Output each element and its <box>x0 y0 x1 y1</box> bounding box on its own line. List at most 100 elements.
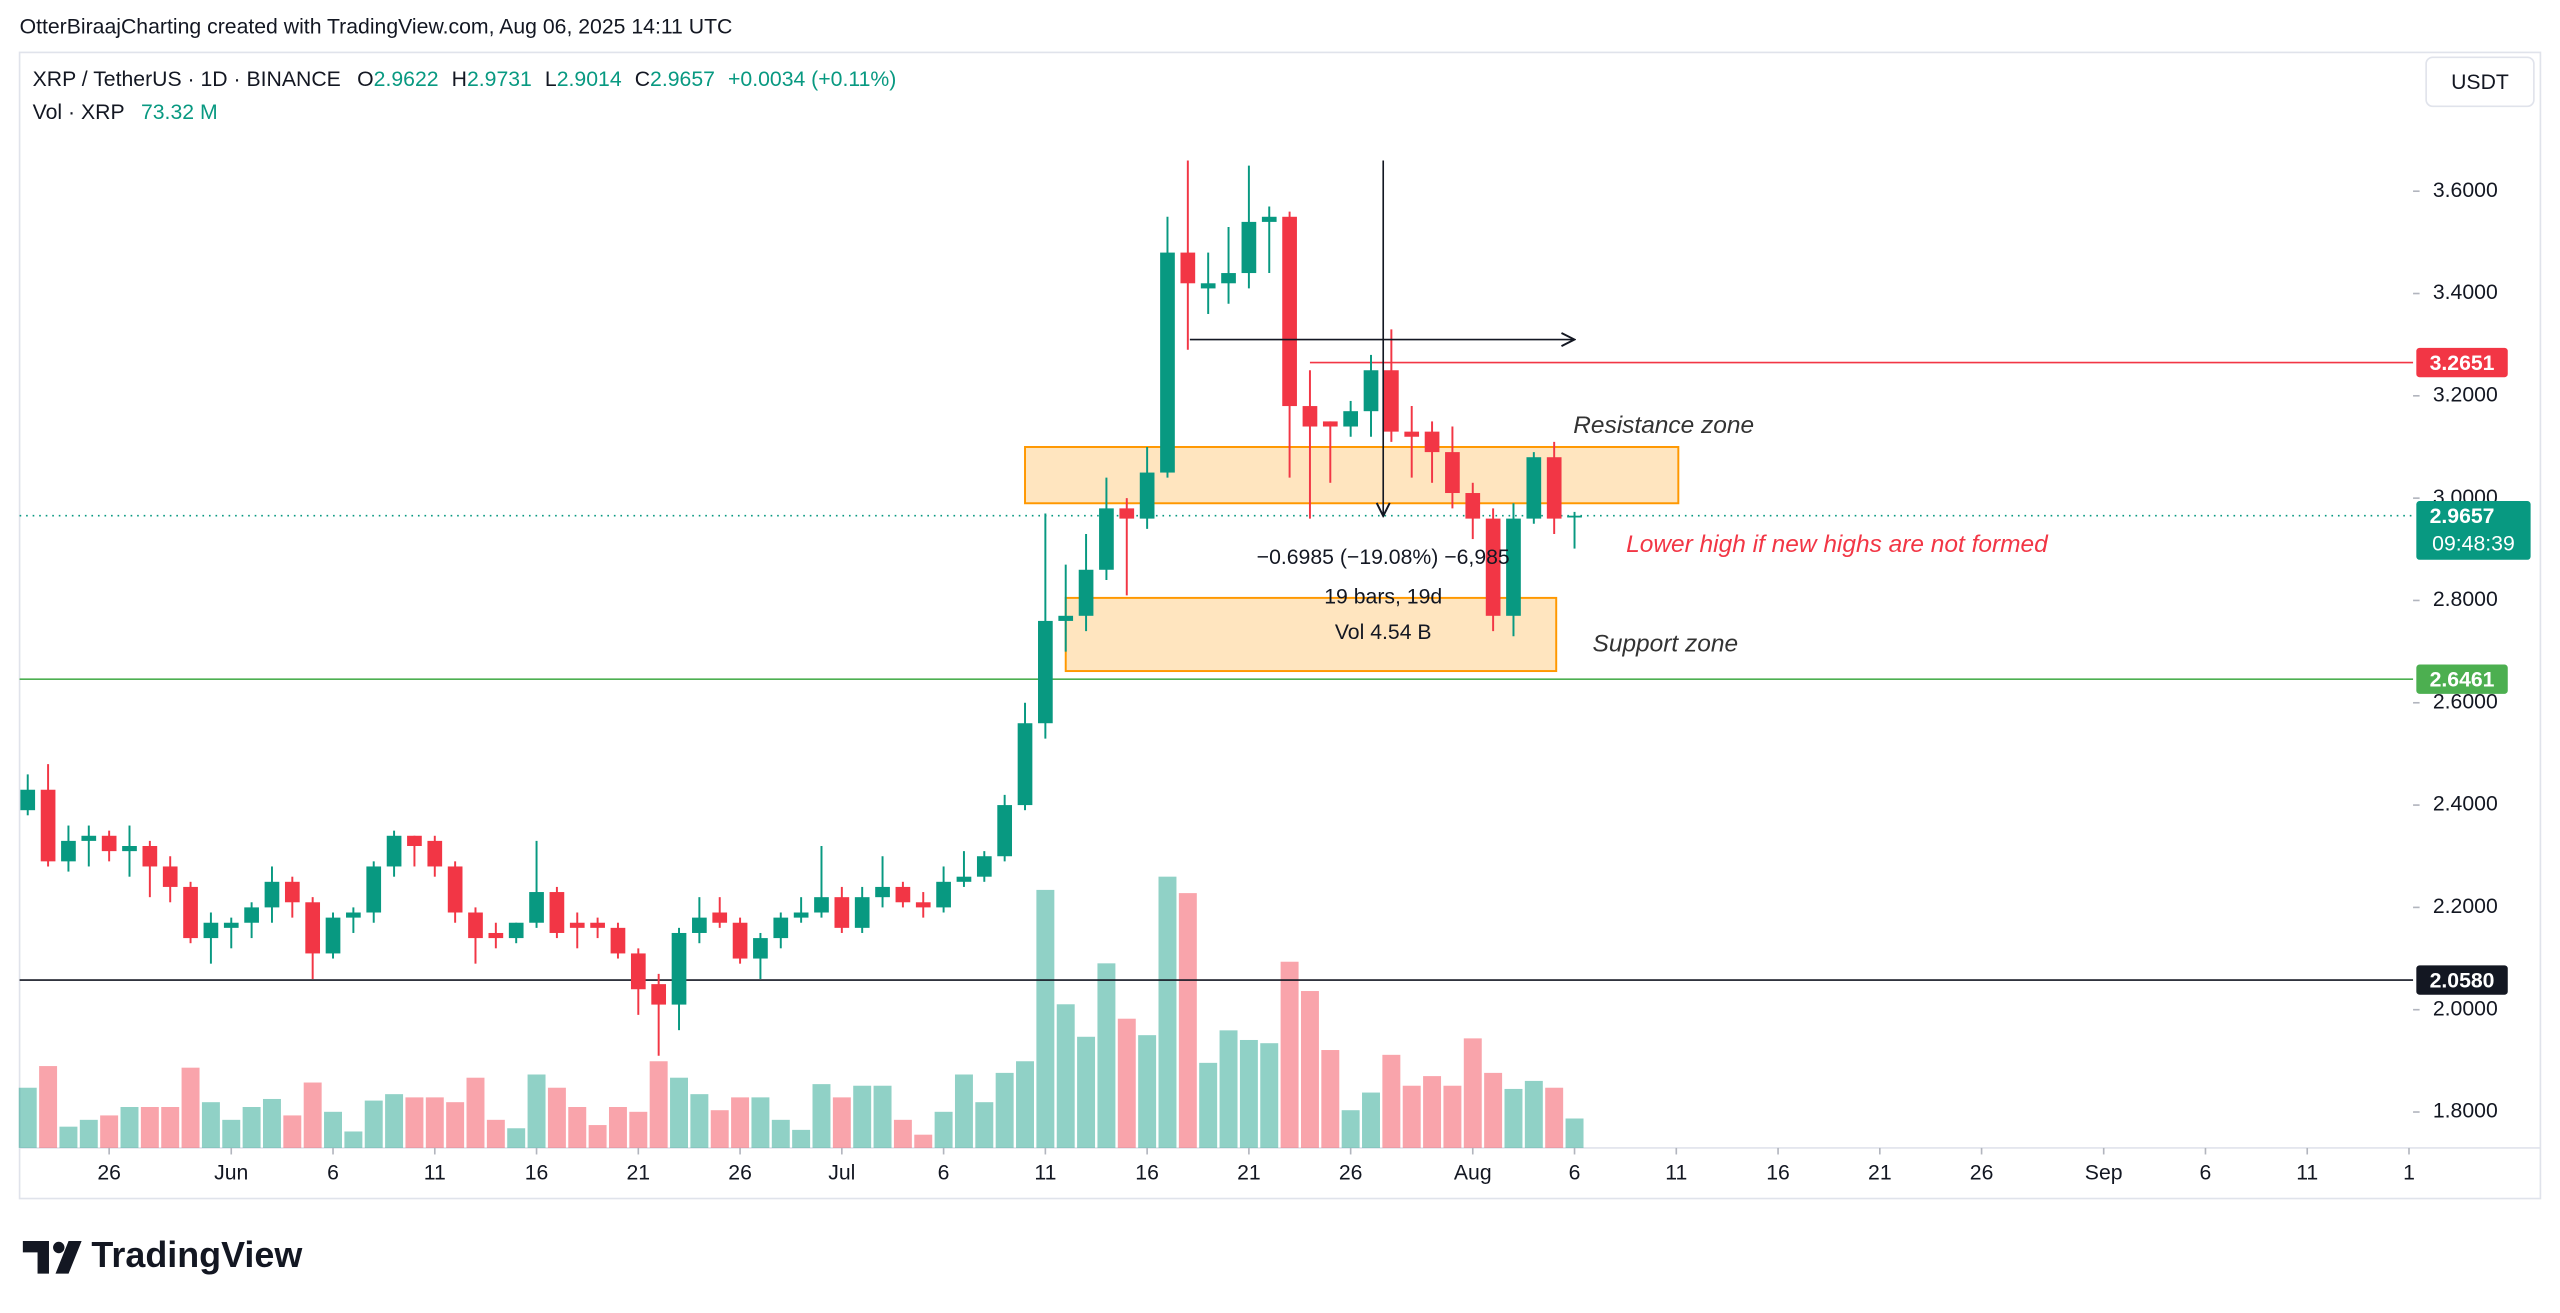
c-label: C <box>635 68 650 91</box>
candle-body <box>915 902 931 908</box>
candle-body <box>936 881 951 908</box>
volume-bar <box>1056 1004 1075 1148</box>
candle-body <box>1282 216 1297 407</box>
volume-bar <box>507 1128 526 1148</box>
volume-bar <box>1239 1039 1258 1148</box>
volume-bar <box>608 1106 627 1148</box>
candle-body <box>834 897 850 928</box>
y-tick-label: 3.6000 <box>2433 179 2498 202</box>
candle-body <box>1506 518 1521 616</box>
x-tick-label: 16 <box>1766 1162 1790 1185</box>
credit: OtterBiraajCharting created with Trading… <box>20 16 733 39</box>
candle-body <box>854 897 870 928</box>
volume-bar <box>100 1115 119 1148</box>
y-tick-label: 2.2000 <box>2433 895 2498 918</box>
plot <box>18 160 2414 1148</box>
x-tick-label: 26 <box>728 1162 752 1185</box>
candle-body <box>814 897 829 913</box>
volume-bar <box>1382 1054 1401 1148</box>
countdown: 09:48:39 <box>2432 533 2515 556</box>
candle-body <box>1099 508 1114 570</box>
volume-bar <box>1016 1061 1034 1148</box>
candle-body <box>671 932 687 1005</box>
volume-bar <box>629 1111 648 1148</box>
currency[interactable]: USDT <box>2451 71 2509 94</box>
x-tick-label: 11 <box>2296 1162 2318 1185</box>
candle-body <box>346 912 361 918</box>
volume-bar <box>771 1119 790 1148</box>
y-tick-label: 2.0000 <box>2433 997 2498 1020</box>
y-tick-label: 3.2000 <box>2433 383 2498 406</box>
candle-body <box>386 835 402 867</box>
volume-bar <box>1077 1036 1096 1148</box>
candle-body <box>1546 457 1562 519</box>
candle-body <box>1363 370 1379 412</box>
x-tick-label: Jun <box>214 1162 248 1185</box>
volume-bar <box>446 1102 465 1148</box>
candle-body <box>773 917 789 939</box>
candle-body <box>1526 457 1542 519</box>
volume-bar <box>588 1125 607 1148</box>
logo <box>22 1240 82 1274</box>
volume-bar <box>914 1134 933 1148</box>
legend-volume: Vol · XRP 73.32 M <box>33 100 218 123</box>
volume-bar <box>731 1097 750 1148</box>
volume-bar <box>486 1119 505 1148</box>
volume-bar <box>1117 1018 1136 1148</box>
currency-button[interactable] <box>2425 56 2535 108</box>
candle-body <box>203 922 219 939</box>
candle-body <box>1221 273 1236 284</box>
candle-body <box>1139 472 1155 519</box>
candle-body <box>244 907 259 923</box>
candle-body <box>1038 620 1053 724</box>
symbol: XRP / TetherUS · 1D · BINANCE <box>33 68 341 91</box>
volume-bar <box>1504 1088 1523 1148</box>
volume-bar <box>283 1115 302 1148</box>
candle-body <box>1445 452 1460 494</box>
chart-frame <box>18 51 2542 1200</box>
candle-body <box>1384 370 1399 432</box>
price-tag <box>2416 664 2508 694</box>
h-label: H <box>452 68 467 91</box>
volume-bar <box>934 1111 953 1148</box>
volume-bar <box>832 1097 851 1148</box>
volume-bar <box>425 1097 444 1148</box>
candle-body <box>1180 252 1196 284</box>
volume-bar <box>242 1106 261 1148</box>
x-tick-label: 6 <box>327 1162 339 1185</box>
volume-bar <box>670 1077 688 1148</box>
candle-body <box>1485 518 1501 616</box>
x-tick-label: Sep <box>2085 1162 2123 1185</box>
candle-body <box>753 938 768 959</box>
volume-bar <box>812 1084 831 1148</box>
x-tick-label: 6 <box>938 1162 950 1185</box>
candle-body <box>325 917 341 954</box>
volume-bar <box>568 1106 587 1148</box>
l-label: L <box>545 68 557 91</box>
y-tick-label: 2.4000 <box>2433 793 2498 816</box>
candle-body <box>793 912 809 918</box>
volume-bar <box>201 1102 220 1148</box>
candle-body <box>976 856 992 877</box>
volume-bar <box>1321 1050 1340 1148</box>
price-tag <box>2416 965 2508 995</box>
volume-bar <box>1260 1043 1279 1148</box>
volume-bar <box>140 1106 159 1148</box>
candle-body <box>1200 283 1216 289</box>
volume-bar <box>1524 1080 1543 1148</box>
volume-bar <box>59 1126 78 1148</box>
volume-bar <box>1036 889 1055 1148</box>
candle-body <box>447 866 463 913</box>
candle-body <box>142 846 158 867</box>
candle-body <box>223 922 239 928</box>
candle-body <box>529 892 544 923</box>
candle-body <box>81 835 97 841</box>
volume-bar <box>385 1094 404 1148</box>
volume-bar <box>975 1102 994 1148</box>
candle-body <box>1058 615 1074 621</box>
candle-body <box>1119 508 1135 519</box>
y-tick-label: 3.4000 <box>2433 281 2498 304</box>
x-tick-label: 16 <box>1135 1162 1159 1185</box>
